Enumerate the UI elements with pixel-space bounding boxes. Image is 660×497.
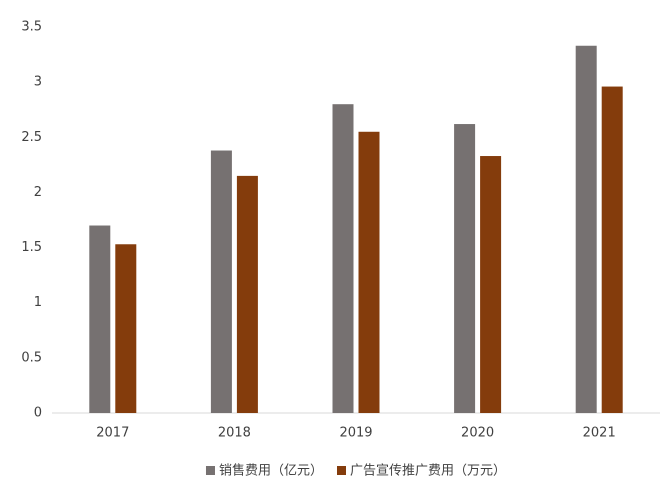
y-tick-label: 1.5 — [21, 240, 42, 255]
y-tick-label: 0.5 — [21, 350, 42, 365]
y-tick-label: 3 — [34, 75, 42, 90]
legend-label: 销售费用（亿元） — [219, 463, 323, 479]
legend-label: 广告宣传推广费用（万元） — [350, 463, 506, 479]
legend-swatch — [205, 466, 215, 475]
bar — [332, 104, 354, 413]
x-tick-label: 2020 — [461, 426, 494, 441]
bar — [89, 225, 111, 413]
x-tick-label: 2017 — [96, 426, 129, 441]
x-tick-label: 2019 — [339, 426, 372, 441]
bar — [601, 86, 623, 413]
y-tick-label: 2.5 — [21, 130, 42, 145]
x-tick-label: 2018 — [218, 426, 251, 441]
bar — [575, 45, 597, 414]
bar — [480, 156, 502, 413]
bar — [236, 175, 258, 413]
y-tick-label: 3.5 — [21, 20, 42, 35]
y-tick-label: 2 — [34, 185, 42, 200]
bar — [115, 244, 137, 413]
legend-swatch — [337, 466, 346, 475]
bar — [210, 150, 232, 413]
y-tick-label: 1 — [34, 295, 42, 310]
x-tick-label: 2021 — [583, 426, 616, 441]
bar — [358, 131, 380, 413]
y-tick-label: 0 — [34, 406, 42, 421]
bar — [454, 124, 476, 414]
